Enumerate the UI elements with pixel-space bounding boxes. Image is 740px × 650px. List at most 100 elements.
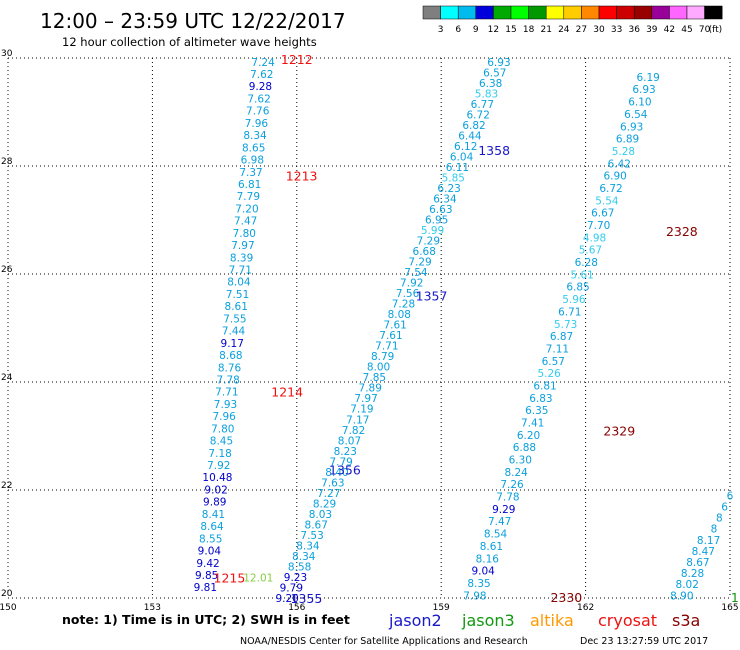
- swh-value: 7.71: [215, 387, 238, 399]
- swh-value: 6.82: [462, 120, 485, 132]
- swh-value: 8.67: [686, 557, 709, 569]
- swh-value: 7.11: [546, 343, 569, 355]
- legend-item-altika: altika: [530, 611, 574, 630]
- swh-value: 8.90: [670, 590, 693, 602]
- swh-value: 8.02: [676, 579, 699, 591]
- swh-value: 8.08: [388, 309, 411, 321]
- pass-number-label: 1214: [271, 385, 303, 400]
- swh-value: 6.95: [425, 214, 448, 226]
- swh-value: 7.78: [216, 374, 239, 386]
- swh-value: 8.76: [218, 362, 242, 374]
- swh-value: 6.87: [550, 331, 573, 343]
- swh-value: 10.48: [202, 472, 232, 484]
- swh-value: 8.34: [292, 551, 316, 563]
- swh-value: 8.29: [313, 498, 336, 510]
- pass-number-label: 2329: [603, 424, 635, 439]
- swh-value: 7.28: [392, 299, 415, 311]
- swh-value: 5.26: [537, 368, 561, 380]
- swh-value: 6.57: [542, 356, 565, 368]
- swh-value: 7.63: [321, 477, 344, 489]
- swh-value: 6.42: [608, 158, 631, 170]
- pass-number-label: 1355: [291, 591, 323, 606]
- swh-value: 7.80: [211, 423, 234, 435]
- swh-value: 6.04: [450, 151, 474, 163]
- swh-value: 9.23: [284, 572, 307, 584]
- y-tick-label: 22: [1, 481, 12, 491]
- x-tick-label: 159: [433, 603, 450, 613]
- footer-note: note: 1) Time is in UTC; 2) SWH is in fe…: [62, 612, 350, 627]
- swh-value: 7.93: [214, 399, 237, 411]
- colorbar-swatch: [440, 5, 459, 20]
- colorbar-label: 15: [505, 25, 516, 35]
- swh-value: 6.93: [487, 57, 510, 69]
- swh-value: 6.20: [517, 430, 540, 442]
- swh-value: 7.51: [226, 289, 249, 301]
- swh-value: 12.01: [243, 572, 273, 584]
- plot-grid: 150 153 156 159 162 165 20 22 24 26 28 30: [0, 49, 739, 613]
- swh-value: 6.81: [533, 380, 556, 392]
- colorbar-swatch: [651, 5, 670, 20]
- swh-value: 6.88: [513, 442, 536, 454]
- footer-credit: NOAA/NESDIS Center for Satellite Applica…: [240, 636, 528, 647]
- colorbar-swatch: [510, 5, 529, 20]
- swh-value: 7.26: [500, 479, 524, 491]
- swh-value: 8.67: [305, 519, 328, 531]
- colorbar-unit: (ft): [709, 25, 723, 35]
- colorbar-swatch: [563, 5, 582, 20]
- swh-value: 6.67: [591, 208, 614, 220]
- swh-value: 8.04: [227, 277, 251, 289]
- swh-value: 8.34: [296, 540, 320, 552]
- y-tick-label: 26: [1, 265, 13, 275]
- swh-value: 6.90: [603, 171, 626, 183]
- swh-value: 9.79: [280, 582, 303, 594]
- swh-value: 6.93: [620, 121, 643, 133]
- y-tick-label: 28: [1, 157, 13, 167]
- swh-value: 8.65: [242, 142, 265, 154]
- swh-value: 8.54: [484, 529, 508, 541]
- swh-value: 7.47: [234, 216, 257, 228]
- colorbar-label: 18: [523, 25, 535, 35]
- swh-value: 7.76: [246, 106, 270, 118]
- swh-value: 7.54: [404, 267, 428, 279]
- swh-value: 5.99: [421, 225, 444, 237]
- swh-value: 5.67: [579, 245, 602, 257]
- swh-value: 4.98: [583, 232, 606, 244]
- x-tick-label: 156: [288, 603, 305, 613]
- colorbar-label: 21: [540, 25, 551, 35]
- page-subtitle: 12 hour collection of altimeter wave hei…: [62, 35, 317, 49]
- colorbar-label: 70: [699, 25, 711, 35]
- swh-value: 6.23: [437, 183, 460, 195]
- swh-value: 7.20: [235, 203, 258, 215]
- colorbar-label: 36: [628, 25, 640, 35]
- colorbar-label: 42: [664, 25, 675, 35]
- swh-value: 9.89: [203, 497, 226, 509]
- swh-value: 7.27: [317, 488, 340, 500]
- swh-value: 8.35: [467, 578, 490, 590]
- colorbar-label: 39: [646, 25, 658, 35]
- colorbar-swatch: [457, 5, 477, 20]
- swh-value: 7.89: [359, 383, 382, 395]
- colorbar-label: 9: [473, 25, 479, 35]
- colorbar-swatch: [598, 5, 617, 20]
- swh-value: 6.71: [558, 306, 581, 318]
- swh-value: 7.18: [208, 448, 231, 460]
- swh-value: 8.47: [692, 546, 715, 558]
- swh-value: 7.61: [379, 330, 402, 342]
- swh-value: 7.29: [408, 257, 431, 269]
- swh-value: 7.24: [251, 57, 275, 69]
- swh-value: 7.98: [463, 590, 486, 602]
- colorbar-swatch: [686, 5, 705, 20]
- colorbar-swatch: [545, 5, 565, 20]
- swh-value: 8.03: [309, 509, 332, 521]
- color-scale-bar: 3 6 9 12 15 18 21 24 27 30 33 36 39 42 45 70(ft): [422, 5, 723, 35]
- swh-value: 6.72: [599, 183, 622, 195]
- colorbar-label: 33: [611, 25, 622, 35]
- swh-value: 8.07: [338, 435, 361, 447]
- swh-value: 6.81: [238, 179, 261, 191]
- swh-value: 8.23: [334, 446, 357, 458]
- swh-value: 8.34: [243, 130, 267, 142]
- swh-value: 9.81: [194, 582, 217, 594]
- swh-value: 7.92: [400, 278, 423, 290]
- swh-value: 6: [721, 502, 728, 514]
